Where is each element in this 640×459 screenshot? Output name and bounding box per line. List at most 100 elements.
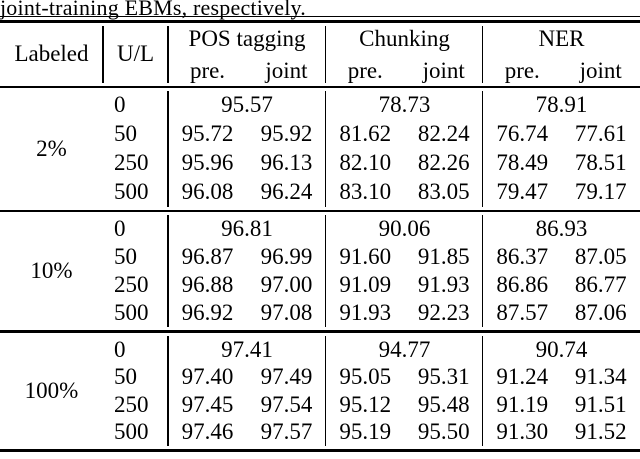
value-chunking-pre: 91.09 — [339, 272, 392, 298]
column-divider — [481, 335, 484, 446]
column-divider — [102, 25, 104, 83]
table-block-2pct: 2% 0 95.57 78.73 78.91 50 95.72 95.92 81… — [0, 88, 640, 210]
value-ner-joint: 77.61 — [574, 121, 627, 147]
value-chunking-pre: 95.19 — [339, 419, 392, 444]
value-chunking: 90.06 — [378, 216, 431, 242]
value-pos-joint: 97.49 — [260, 364, 313, 389]
value-pos: 97.41 — [221, 336, 273, 362]
subheader-pos-pre: pre. — [189, 57, 226, 83]
ul-value: 0 — [114, 336, 126, 362]
value-pos-joint: 97.00 — [260, 272, 313, 298]
value-chunking-joint: 82.26 — [417, 150, 470, 176]
subheader-ner-joint: joint — [579, 57, 622, 83]
value-pos-pre: 96.88 — [181, 272, 234, 298]
subheader-pos-joint: joint — [265, 57, 308, 83]
value-pos-pre: 97.40 — [181, 364, 234, 389]
value-chunking-pre: 81.62 — [339, 121, 392, 147]
value-chunking: 94.77 — [378, 336, 431, 362]
ul-value: 50 — [114, 244, 137, 270]
block-rule — [0, 330, 640, 333]
value-chunking-joint: 92.23 — [417, 300, 470, 326]
value-pos-pre: 97.46 — [181, 419, 234, 444]
column-divider — [167, 335, 169, 446]
value-ner-pre: 79.47 — [496, 179, 549, 205]
column-divider — [481, 215, 484, 328]
column-divider — [324, 215, 327, 328]
value-chunking-joint: 91.85 — [417, 244, 470, 270]
value-ner: 78.91 — [535, 92, 588, 118]
value-ner-joint: 86.77 — [574, 272, 627, 298]
value-pos-joint: 95.92 — [260, 121, 313, 147]
value-pos-joint: 96.99 — [260, 244, 313, 270]
value-ner-joint: 87.06 — [574, 300, 627, 326]
value-pos-joint: 96.13 — [260, 150, 313, 176]
value-chunking-pre: 91.93 — [339, 300, 392, 326]
value-pos-pre: 96.92 — [181, 300, 234, 326]
ul-value: 0 — [114, 216, 126, 242]
value-ner-pre: 91.24 — [496, 364, 549, 389]
ul-value: 50 — [114, 364, 137, 389]
column-divider — [481, 25, 484, 83]
caption-rule — [0, 15, 640, 17]
value-chunking-pre: 83.10 — [339, 179, 392, 205]
value-pos-pre: 95.72 — [181, 121, 234, 147]
value-ner-pre: 78.49 — [496, 150, 549, 176]
table-bottom-rule — [0, 448, 640, 452]
value-chunking: 78.73 — [378, 92, 431, 118]
table-top-rule — [0, 20, 640, 23]
ul-value: 250 — [114, 150, 149, 176]
value-ner-pre: 86.37 — [496, 244, 549, 270]
header-rule — [0, 85, 640, 88]
table-block-10pct: 10% 0 96.81 90.06 86.93 50 96.87 96.99 9… — [0, 212, 640, 330]
value-chunking-pre: 95.12 — [339, 391, 392, 417]
value-chunking-joint: 95.48 — [417, 391, 470, 417]
column-divider — [324, 90, 327, 207]
value-pos-joint: 97.08 — [260, 300, 313, 326]
value-chunking-joint: 91.93 — [417, 272, 470, 298]
col-group-ner: NER — [538, 26, 585, 52]
value-pos-pre: 97.45 — [181, 391, 234, 417]
ul-value: 500 — [114, 179, 149, 205]
value-ner-pre: 76.74 — [496, 121, 549, 147]
col-header-ul: U/L — [116, 41, 155, 67]
value-pos-pre: 96.87 — [181, 244, 234, 270]
value-ner-pre: 91.19 — [496, 391, 549, 417]
value-ner-pre: 91.30 — [496, 419, 549, 444]
value-ner-joint: 91.34 — [574, 364, 627, 389]
value-pos-pre: 95.96 — [181, 150, 234, 176]
value-pos: 96.81 — [221, 216, 273, 242]
value-chunking-joint: 95.31 — [417, 364, 470, 389]
subheader-ner-pre: pre. — [504, 57, 540, 83]
column-divider — [324, 25, 327, 83]
value-ner-joint: 79.17 — [574, 179, 627, 205]
table-block-100pct: 100% 0 97.41 94.77 90.74 50 97.40 97.49 … — [0, 333, 640, 449]
value-chunking-joint: 83.05 — [417, 179, 470, 205]
value-ner-pre: 87.57 — [496, 300, 549, 326]
subheader-chunking-joint: joint — [422, 57, 465, 83]
value-chunking-joint: 95.50 — [417, 419, 470, 444]
value-ner: 86.93 — [535, 216, 588, 242]
value-chunking-joint: 82.24 — [417, 121, 470, 147]
ul-value: 250 — [114, 272, 149, 298]
table-header: Labeled U/L POS tagging Chunking NER pre… — [0, 23, 640, 86]
col-header-labeled: Labeled — [14, 41, 89, 67]
caption-text: joint-training EBMs, respectively. — [0, 0, 306, 20]
col-group-pos-tagging: POS tagging — [188, 26, 306, 52]
ul-value: 0 — [114, 92, 126, 118]
value-pos-joint: 97.54 — [260, 391, 313, 417]
column-divider — [167, 90, 169, 207]
value-ner: 90.74 — [535, 336, 588, 362]
value-ner-joint: 87.05 — [574, 244, 627, 270]
block-rule — [0, 209, 640, 213]
column-divider — [324, 335, 327, 446]
value-ner-joint: 91.51 — [574, 391, 627, 417]
value-ner-pre: 86.86 — [496, 272, 549, 298]
column-divider — [481, 90, 484, 207]
value-chunking-pre: 82.10 — [339, 150, 392, 176]
value-pos-joint: 96.24 — [260, 179, 313, 205]
labeled-pct: 100% — [24, 377, 79, 403]
labeled-pct: 2% — [36, 135, 67, 161]
labeled-pct: 10% — [30, 258, 73, 284]
value-pos-joint: 97.57 — [260, 419, 313, 444]
